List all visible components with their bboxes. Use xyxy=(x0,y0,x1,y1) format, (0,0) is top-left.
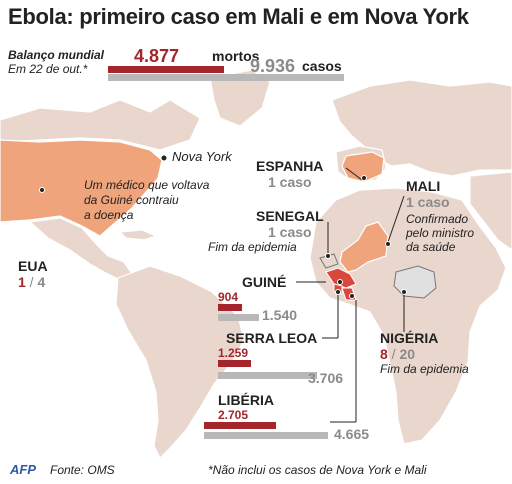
senegal-dot xyxy=(325,253,331,259)
global-balance-date: Em 22 de out.* xyxy=(8,62,88,76)
new-york-dot xyxy=(160,154,168,162)
afp-logo: AFP xyxy=(10,462,36,477)
nigeria-deaths: 8 xyxy=(380,346,388,362)
spain-dot xyxy=(361,175,367,181)
middle-east-land xyxy=(469,171,512,251)
south-america-land xyxy=(115,265,245,459)
usa-dot xyxy=(39,187,45,193)
usa-deaths: 1 xyxy=(18,274,26,290)
guinea-deaths-bar xyxy=(218,304,243,311)
usa-cases: 4 xyxy=(37,274,46,290)
mali-dot xyxy=(385,241,391,247)
guinea-dot xyxy=(337,279,343,285)
liberia-deaths-bar xyxy=(204,422,276,429)
global-cases-label: casos xyxy=(302,58,342,74)
nigeria-cases: 20 xyxy=(399,346,416,362)
sierra-leone-deaths-bar xyxy=(218,360,252,367)
new-york-label: Nova York xyxy=(172,149,232,164)
sierra-leone-label: SERRA LEOA xyxy=(226,330,318,346)
guinea-cases: 1.540 xyxy=(262,307,298,323)
usa-separator: / xyxy=(25,274,38,290)
footnote: *Não inclui os casos de Nova York e Mali xyxy=(208,463,427,477)
sierra-leone-cases: 3.706 xyxy=(308,370,344,386)
mali-label: MALI xyxy=(406,178,441,194)
global-cases-bar xyxy=(108,74,344,81)
spain-cases: 1 caso xyxy=(268,174,312,190)
spain-leader xyxy=(345,167,363,181)
global-cases-value: 9.936 xyxy=(250,56,296,76)
sierra-leone-deaths: 1.259 xyxy=(218,346,249,360)
mali-cases: 1 caso xyxy=(406,194,450,210)
mali-note-line1: Confirmado xyxy=(406,212,469,226)
guinea-cases-bar xyxy=(218,314,259,321)
canada-land xyxy=(0,99,201,151)
source-label: Fonte: OMS xyxy=(50,463,115,477)
spain-label: ESPANHA xyxy=(256,158,324,174)
mali-note-line3: da saúde xyxy=(406,240,456,254)
new-york-note-line3: a doença xyxy=(84,208,134,222)
mali-note-line2: pelo ministro xyxy=(406,226,475,240)
page-title: Ebola: primeiro caso em Mali e em Nova Y… xyxy=(8,4,469,29)
nigeria-dot xyxy=(401,289,407,295)
liberia-cases-bar xyxy=(204,432,328,439)
mali-highlight xyxy=(339,221,389,273)
nigeria-label: NIGÉRIA xyxy=(380,330,439,346)
global-balance-label: Balanço mundial xyxy=(8,48,105,62)
new-york-note-line2: da Guiné contraiu xyxy=(84,193,179,207)
spain-highlight xyxy=(341,151,385,183)
liberia-label: LIBÉRIA xyxy=(218,392,274,408)
guinea-deaths: 904 xyxy=(218,290,239,304)
guinea-label: GUINÉ xyxy=(242,274,287,290)
sierra-leone-dot xyxy=(335,289,341,295)
greenland-land xyxy=(209,69,271,127)
nigeria-note: Fim da epidemia xyxy=(380,362,469,376)
global-deaths-value: 4.877 xyxy=(134,46,180,66)
liberia-deaths: 2.705 xyxy=(218,408,249,422)
mali-leader xyxy=(387,195,405,243)
usa-label: EUA xyxy=(18,258,48,274)
liberia-dot xyxy=(349,293,355,299)
new-york-note-line1: Um médico que voltava xyxy=(84,178,210,192)
sierra-leone-cases-bar xyxy=(218,372,317,379)
liberia-cases: 4.665 xyxy=(334,426,370,442)
usa-highlight xyxy=(0,139,163,237)
senegal-cases: 1 caso xyxy=(268,224,312,240)
nigeria-stats: 8 / 20 xyxy=(380,346,415,362)
senegal-label: SENEGAL xyxy=(256,208,324,224)
nigeria-separator: / xyxy=(387,346,400,362)
global-deaths-bar xyxy=(108,66,224,73)
usa-stats: 1 / 4 xyxy=(18,274,45,290)
global-deaths-label: mortos xyxy=(212,48,260,64)
cuba-land xyxy=(119,229,157,241)
senegal-note: Fim da epidemia xyxy=(208,240,297,254)
